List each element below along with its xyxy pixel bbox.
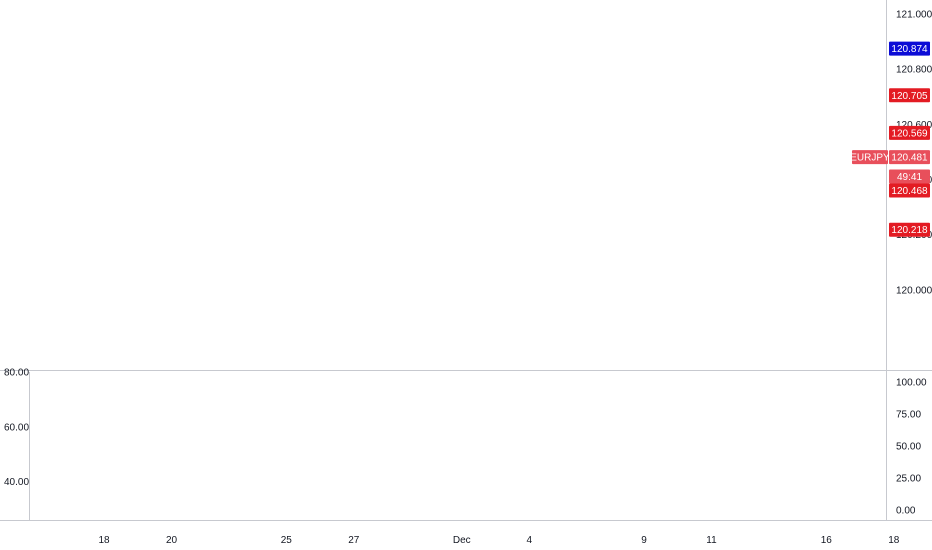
time-tick-label: 20	[166, 535, 178, 546]
time-tick-label: Dec	[453, 535, 471, 546]
price-tag-box	[889, 125, 930, 140]
osc-left-tick-label: 80.00	[4, 368, 29, 379]
time-tick-label: 18	[98, 535, 110, 546]
time-tick-label: 11	[706, 535, 717, 546]
time-tick-label: 18	[888, 535, 900, 546]
osc-right-tick-label: 25.00	[896, 473, 921, 484]
time-tick-label: 16	[821, 535, 833, 546]
osc-left-tick-label: 40.00	[4, 477, 29, 488]
price-tag-label: 120.874	[891, 44, 928, 55]
osc-right-tick-label: 0.00	[896, 505, 916, 516]
price-tag-label: 120.569	[891, 128, 928, 139]
price-tag-box	[889, 88, 930, 103]
osc-right-tick-label: 50.00	[896, 442, 921, 453]
price-tag-label: 120.705	[891, 91, 928, 102]
price-tag-box	[852, 150, 888, 165]
price-tag-label: 120.218	[891, 225, 928, 236]
price-tick-label: 121.000	[896, 9, 932, 20]
time-tick-label: 4	[526, 535, 532, 546]
osc-right-tick-label: 75.00	[896, 410, 921, 421]
price-tag-box	[889, 169, 930, 184]
price-tag-label: 120.481	[891, 153, 928, 164]
price-tag-label: EURJPY	[850, 153, 890, 164]
time-tick-label: 9	[641, 535, 647, 546]
osc-right-tick-label: 100.00	[896, 378, 927, 389]
time-tick-label: 27	[348, 535, 360, 546]
price-tick-label: 120.600	[896, 120, 932, 131]
price-tag-box	[889, 183, 930, 198]
price-tag-box	[889, 222, 930, 237]
price-tick-label: 120.800	[896, 65, 932, 76]
time-tick-label: 25	[281, 535, 293, 546]
price-tag-label: 49:41	[897, 172, 922, 183]
price-tag-label: 120.468	[891, 186, 928, 197]
price-tick-label: 120.000	[896, 285, 932, 296]
price-tag-box	[889, 41, 930, 56]
price-tag-box	[889, 150, 930, 165]
osc-left-tick-label: 60.00	[4, 422, 29, 433]
